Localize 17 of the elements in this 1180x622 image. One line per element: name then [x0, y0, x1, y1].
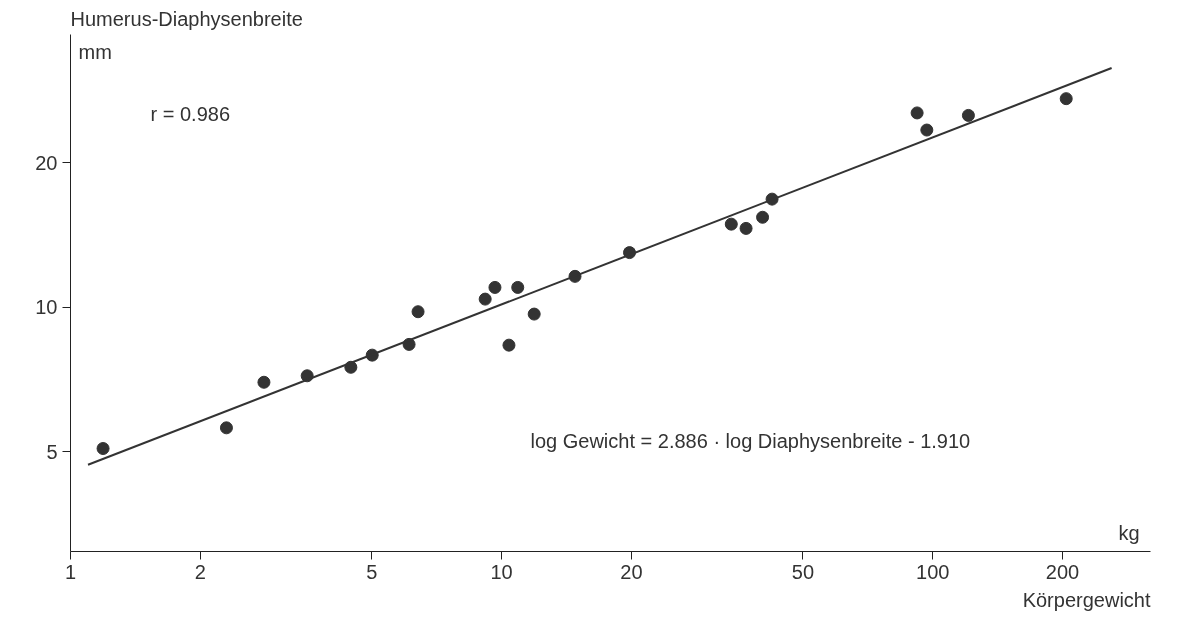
x-tick-label: 10	[490, 560, 513, 583]
x-tick-label: 1	[64, 560, 77, 583]
x-tick-label: 200	[1045, 560, 1080, 583]
x-axis-title: Körpergewicht	[1022, 588, 1151, 611]
annotation: log Gewicht = 2.886 · log Diaphysenbreite - 1.910	[530, 429, 971, 452]
annotation: r = 0.986	[150, 102, 231, 125]
x-tick-label: 50	[791, 560, 815, 583]
annotation: kg	[1118, 521, 1140, 544]
y-tick-label: 20	[35, 151, 58, 174]
y-tick-label: 10	[35, 296, 58, 319]
y-axis-title: Humerus-Diaphysenbreite	[70, 7, 303, 30]
annotation: mm	[78, 40, 112, 63]
y-tick-label: 5	[46, 440, 58, 463]
x-tick-label: 5	[366, 560, 378, 583]
x-tick-label: 100	[916, 560, 950, 583]
x-tick-label: 20	[620, 560, 643, 583]
x-tick-label: 2	[194, 560, 206, 583]
